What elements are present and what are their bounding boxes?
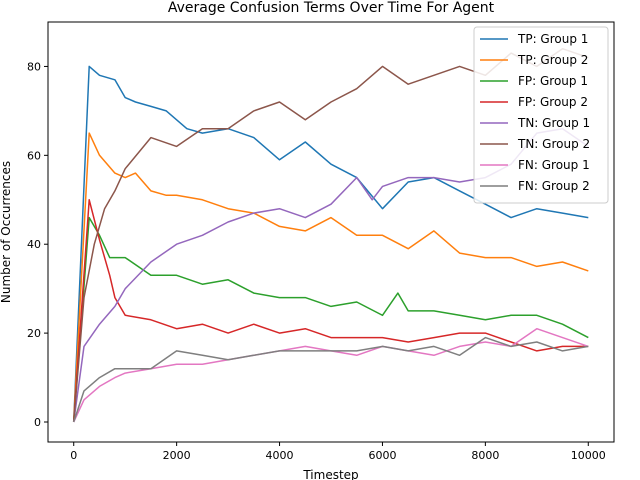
- legend-entry: TP: Group 1: [517, 32, 588, 46]
- x-tick-label: 6000: [368, 449, 396, 462]
- series-line-8: [72, 336, 589, 423]
- legend-box: [473, 26, 609, 204]
- legend-entry: TP: Group 2: [517, 53, 588, 67]
- legend-entry: TN: Group 2: [517, 137, 590, 151]
- y-tick-label: 20: [27, 327, 41, 340]
- x-tick-label: 4000: [266, 449, 294, 462]
- legend-entry: FN: Group 2: [518, 179, 590, 193]
- legend-entry: TN: Group 1: [517, 116, 590, 130]
- y-tick-label: 0: [34, 416, 41, 429]
- series-line-7: [73, 327, 589, 423]
- legend-entry: FN: Group 1: [518, 158, 590, 172]
- y-tick-label: 40: [27, 238, 41, 251]
- y-tick-label: 80: [27, 60, 41, 73]
- x-tick-label: 2000: [163, 449, 191, 462]
- series-line-3: [72, 216, 589, 423]
- chart-title: Average Confusion Terms Over Time For Ag…: [168, 0, 495, 16]
- legend-entry: FP: Group 1: [518, 74, 588, 88]
- series-line-4: [72, 199, 589, 423]
- x-tick-label: 8000: [471, 449, 499, 462]
- y-axis-label: Number of Occurrences: [0, 161, 13, 303]
- plot-frame: [47, 21, 615, 443]
- y-axis-ticks: 0 20 40 60 80: [27, 60, 48, 429]
- x-tick-label: 0: [70, 449, 77, 462]
- series-line-2: [72, 132, 589, 423]
- legend-entry: FP: Group 2: [518, 95, 588, 109]
- x-axis-ticks: 0 2000 4000 6000 8000 10000: [70, 442, 606, 462]
- x-axis-label: Timestep: [302, 468, 358, 480]
- y-tick-label: 60: [27, 149, 41, 162]
- legend: TP: Group 1 TP: Group 2 FP: Group 1 FP: Gro…: [473, 26, 609, 204]
- x-tick-label: 10000: [571, 449, 606, 462]
